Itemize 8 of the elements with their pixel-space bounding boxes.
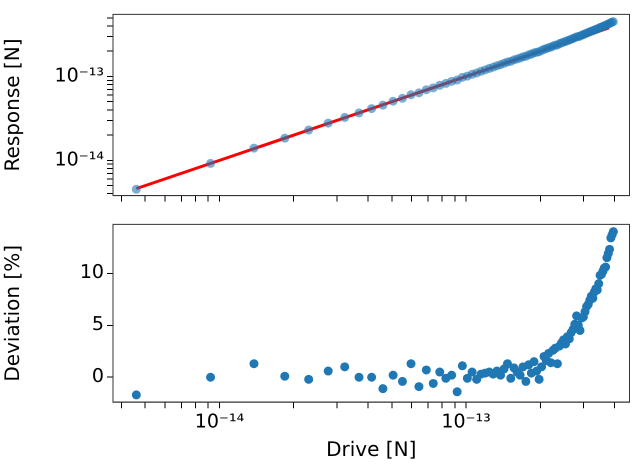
- y-tick-label: 5: [92, 313, 104, 336]
- y-tick-label: 0: [92, 365, 104, 388]
- y-axis-title: Response [N]: [0, 38, 24, 172]
- y-tick-label: 10⁻¹³: [54, 64, 104, 86]
- y-tick-label: 10⁻¹⁴: [54, 148, 104, 170]
- y-axis-title: Deviation [%]: [0, 244, 24, 382]
- x-axis-title: Drive [N]: [326, 437, 416, 462]
- y-tick-label: 10: [80, 261, 104, 284]
